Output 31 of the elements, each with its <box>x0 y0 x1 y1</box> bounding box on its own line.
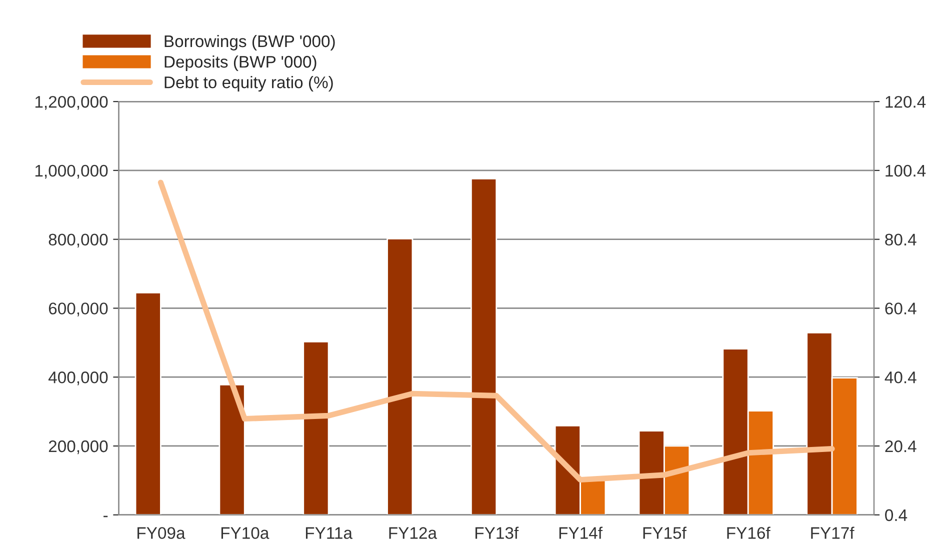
x-tick-label: FY11a <box>306 527 352 539</box>
x-tick-label: FY10a <box>221 527 270 539</box>
bar <box>470 178 498 515</box>
legend-label: Deposits (BWP '000) <box>164 55 316 72</box>
y-tick-label: 200,000 <box>48 440 108 454</box>
x-tick-label: FY12a <box>389 527 438 539</box>
y2-tick-label: 40.4 <box>884 372 916 384</box>
y2-tick-label: 120.4 <box>886 96 926 108</box>
x-tick-label: FY16f <box>727 526 770 539</box>
bar <box>218 384 246 515</box>
bar <box>134 292 162 515</box>
y-tick-label: - <box>104 516 108 518</box>
y-tick-label: 600,000 <box>48 302 108 316</box>
legend-label: Borrowings (BWP '000) <box>164 34 335 50</box>
y-tick-label: 1,000,000 <box>35 164 108 179</box>
bar <box>302 340 330 515</box>
y-tick-label: 800,000 <box>48 234 108 248</box>
y-tick-label: 400,000 <box>48 372 108 386</box>
legend-label: Debt to equity ratio (%) <box>164 76 333 92</box>
x-tick-label: FY15f <box>643 526 686 539</box>
y2-tick-label: 0.4 <box>885 509 908 522</box>
y2-tick-label: 80.4 <box>885 234 916 246</box>
x-tick-label: FY17f <box>811 526 854 539</box>
x-tick-label: FY09a <box>138 527 186 539</box>
y2-tick-label: 100.4 <box>886 164 926 177</box>
y2-tick-label: 20.4 <box>885 440 916 452</box>
y2-tick-label: 60.4 <box>885 302 916 314</box>
x-tick-label: FY14f <box>559 526 603 539</box>
y-tick-label: 1,200,000 <box>35 96 108 110</box>
x-tick-label: FY13f <box>476 526 519 539</box>
bar <box>386 238 414 515</box>
